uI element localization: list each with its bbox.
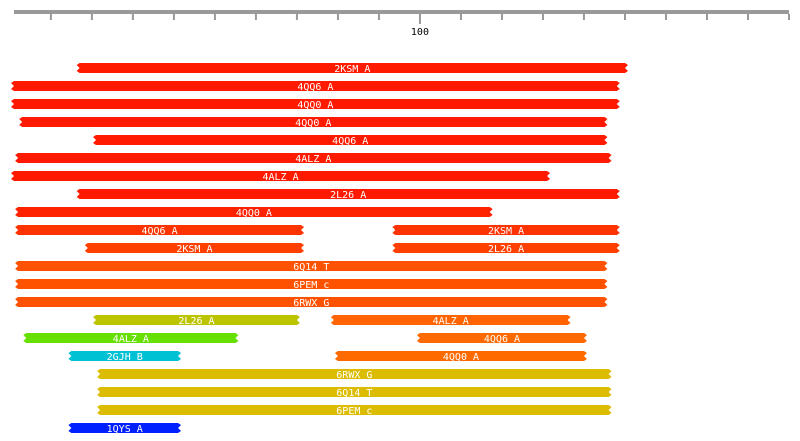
hit-bar <box>93 135 608 145</box>
hit-label: 4QQ6_A <box>297 82 333 93</box>
hit-bar <box>93 315 300 325</box>
hit-bar <box>15 225 305 235</box>
hit-label: 2KSM_A <box>176 244 212 255</box>
hit-label: 6RWX_G <box>293 298 329 309</box>
hit-label: 4QQ6_A <box>142 226 178 237</box>
hit-label: 4QQ0_A <box>295 118 331 129</box>
hit-label: 4QQ0_A <box>443 352 479 363</box>
hit-label: 6Q14_T <box>336 388 372 399</box>
hit-label: 1QYS_A <box>107 424 143 435</box>
hit-label: 2KSM_A <box>334 64 370 75</box>
hit-bar <box>23 333 239 343</box>
hit-label: 4QQ0_A <box>297 100 333 111</box>
hit-bar <box>392 243 620 253</box>
hit-label: 6RWX_G <box>336 370 372 381</box>
hit-bar <box>19 117 608 127</box>
hit-bar <box>330 315 571 325</box>
hit-bar <box>84 243 305 253</box>
hit-label: 4QQ6_A <box>332 136 368 147</box>
hit-bar <box>11 81 620 91</box>
hit-label: 4ALZ_A <box>262 172 298 183</box>
hit-bar <box>15 297 608 307</box>
hit-label: 6Q14_T <box>293 262 329 273</box>
hit-bar <box>392 225 620 235</box>
hit-bar <box>76 63 628 73</box>
hit-label: 2L26_A <box>178 316 214 327</box>
hit-label: 4ALZ_A <box>113 334 149 345</box>
hit-bar <box>15 207 493 217</box>
hit-label: 6PEM_c <box>293 280 329 291</box>
hit-label: 6PEM_c <box>336 406 372 417</box>
hit-bar <box>97 405 612 415</box>
hit-label: 4ALZ_A <box>295 154 331 165</box>
hit-bar <box>416 333 587 343</box>
hit-bar <box>97 387 612 397</box>
hit-bar <box>334 351 587 361</box>
hit-label: 2L26_A <box>330 190 366 201</box>
hit-label: 4QQ0_A <box>236 208 272 219</box>
hit-label: 2KSM_A <box>488 226 524 237</box>
hit-label: 4ALZ_A <box>433 316 469 327</box>
hit-label: 4QQ6_A <box>484 334 520 345</box>
hit-bar <box>11 171 551 181</box>
hit-label: 2GJH_B <box>107 352 143 363</box>
hit-bar <box>15 279 608 289</box>
x-tick-label: 100 <box>411 27 429 38</box>
ruler <box>14 10 789 14</box>
hit-bar <box>15 261 608 271</box>
hit-label: 2L26_A <box>488 244 524 255</box>
hit-bar <box>15 153 612 163</box>
hit-bar <box>68 351 182 361</box>
hit-bar <box>68 423 182 433</box>
hit-bar <box>76 189 620 199</box>
hit-bar <box>97 369 612 379</box>
hit-bar <box>11 99 620 109</box>
